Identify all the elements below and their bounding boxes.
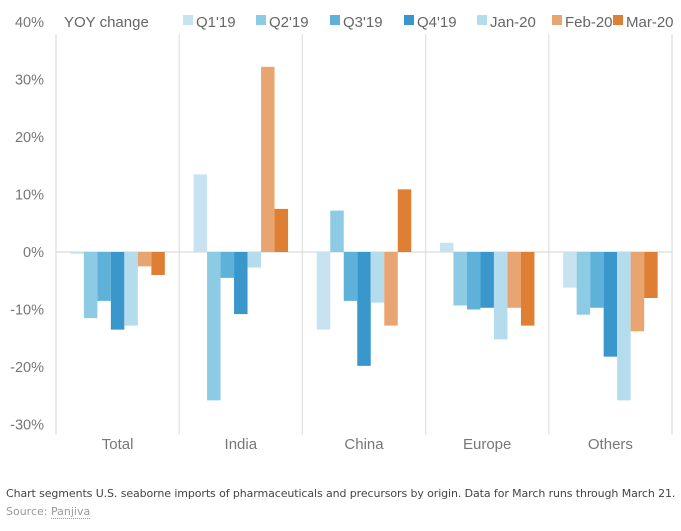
y-tick-label: -20% bbox=[10, 360, 44, 376]
y-axis-ticks: 40% 30% 20% 10% 0% -10% -20% -30% bbox=[10, 15, 44, 434]
legend-swatch bbox=[183, 15, 193, 25]
y-tick-label: 10% bbox=[15, 188, 44, 204]
legend-swatch bbox=[330, 15, 340, 25]
source-label: Source: bbox=[6, 505, 51, 518]
y-tick-label: -30% bbox=[10, 418, 44, 434]
legend-swatch bbox=[477, 15, 487, 25]
bar bbox=[397, 189, 412, 252]
bar bbox=[330, 210, 344, 252]
x-tick-label: Europe bbox=[463, 436, 511, 453]
chart-caption: Chart segments U.S. seaborne imports of … bbox=[6, 487, 676, 500]
x-tick-label: China bbox=[344, 436, 384, 453]
bar-chart: 40% 30% 20% 10% 0% -10% -20% -30% YOY change Q1… bbox=[10, 14, 674, 453]
bar bbox=[137, 252, 152, 267]
bar bbox=[220, 252, 235, 278]
legend-label: Q3'19 bbox=[343, 14, 383, 31]
legend-label: Feb-20 bbox=[565, 14, 613, 31]
y-tick-label: -10% bbox=[10, 303, 44, 319]
bar bbox=[576, 252, 591, 315]
bar bbox=[617, 252, 631, 401]
legend-label: Q2'19 bbox=[269, 14, 309, 31]
y-tick-label: 40% bbox=[15, 15, 44, 31]
grid-lines bbox=[55, 34, 673, 435]
bar bbox=[151, 252, 165, 275]
source-line: Source: Panjiva bbox=[6, 505, 91, 519]
bar bbox=[316, 252, 331, 330]
bar bbox=[466, 252, 481, 310]
bar bbox=[590, 252, 604, 308]
bar bbox=[343, 252, 358, 301]
x-tick-label: Total bbox=[102, 436, 134, 453]
bar bbox=[274, 208, 289, 252]
legend-swatch bbox=[256, 15, 266, 25]
bar bbox=[563, 252, 577, 288]
legend-swatch bbox=[552, 15, 562, 25]
bar bbox=[630, 252, 645, 332]
bar bbox=[124, 252, 138, 326]
bar bbox=[261, 66, 275, 252]
bar bbox=[193, 174, 208, 252]
y-axis-label: YOY change bbox=[64, 14, 149, 31]
bar bbox=[603, 252, 618, 357]
bar bbox=[480, 252, 494, 308]
bar bbox=[644, 252, 658, 298]
source-link[interactable]: Panjiva bbox=[50, 505, 91, 519]
bar bbox=[507, 252, 521, 308]
bar bbox=[207, 252, 221, 401]
bar bbox=[247, 252, 262, 268]
legend-swatch bbox=[613, 15, 623, 25]
x-tick-label: India bbox=[225, 436, 258, 453]
bars bbox=[70, 66, 658, 401]
bar bbox=[234, 252, 248, 315]
y-tick-label: 20% bbox=[15, 130, 44, 146]
y-tick-label: 0% bbox=[23, 245, 44, 261]
bar bbox=[97, 252, 111, 301]
legend-label: Jan-20 bbox=[490, 14, 536, 31]
bar bbox=[370, 252, 385, 303]
bar bbox=[439, 242, 454, 252]
bar bbox=[384, 252, 398, 326]
legend-label: Q1'19 bbox=[196, 14, 236, 31]
legend-label: Mar-20 bbox=[626, 14, 674, 31]
legend-swatch bbox=[404, 15, 414, 25]
bar bbox=[83, 252, 98, 319]
legend: Q1'19 Q2'19 Q3'19 Q4'19 Jan-20 Feb-20 Mar-20 bbox=[183, 14, 674, 31]
legend-label: Q4'19 bbox=[417, 14, 457, 31]
x-tick-label: Others bbox=[588, 436, 633, 453]
y-tick-label: 30% bbox=[15, 73, 44, 89]
bar bbox=[520, 252, 535, 326]
bar bbox=[70, 252, 84, 254]
bar bbox=[493, 252, 508, 340]
bar bbox=[453, 252, 467, 306]
x-axis-labels: Total India China Europe Others bbox=[102, 436, 633, 453]
bar bbox=[357, 252, 371, 366]
bar bbox=[110, 252, 125, 330]
